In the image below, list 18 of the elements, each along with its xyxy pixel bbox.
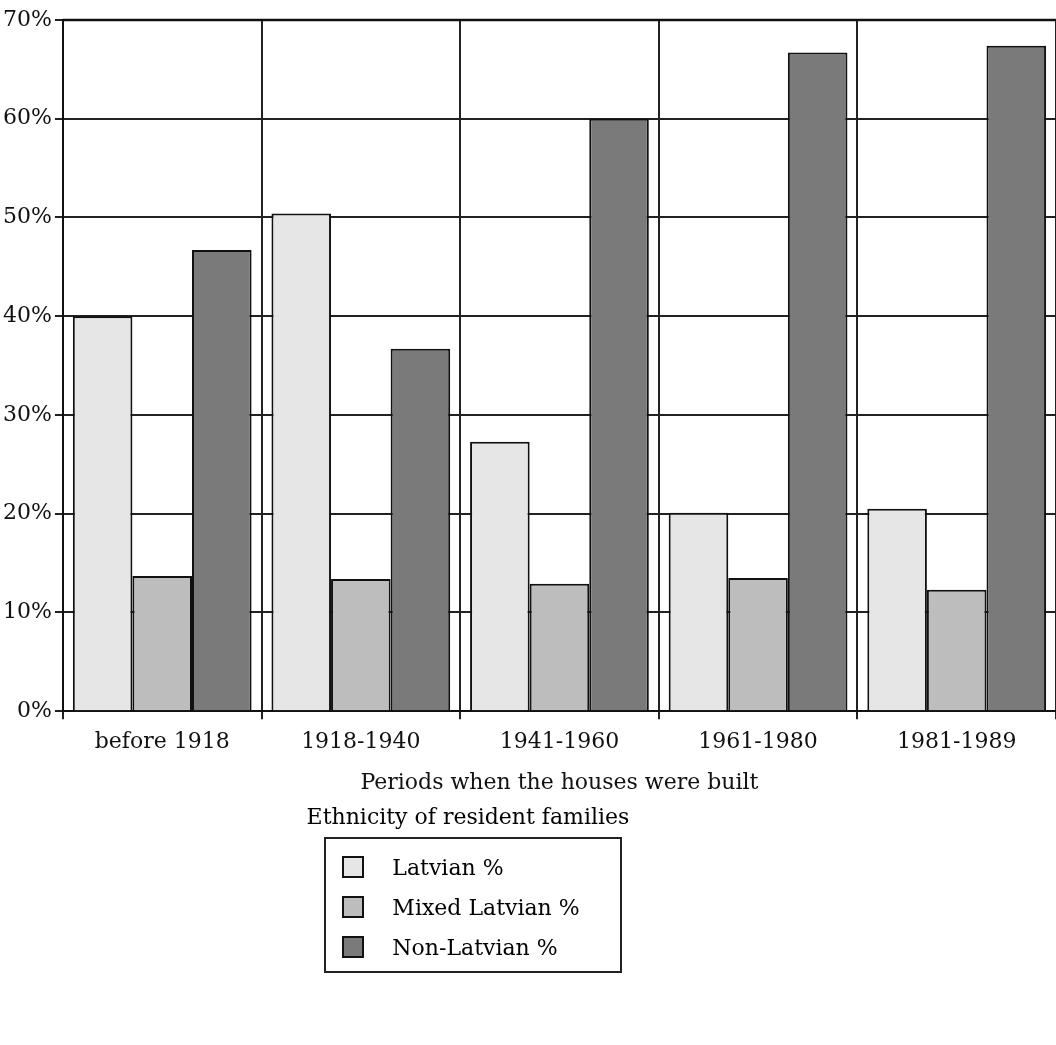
x-tick-label: before 1918 [94,728,230,754]
x-tick-label: 1981-1989 [896,728,1017,754]
legend-label: Latvian % [392,854,504,880]
y-tick-label: 10% [2,598,52,624]
y-tick-label: 0% [16,696,52,722]
y-tick-label: 30% [2,400,52,426]
x-tick-label: 1918-1940 [301,728,421,754]
legend-label: Non-Latvian % [392,934,558,960]
x-axis-title: Periods when the houses were built [360,768,759,794]
y-tick-label: 50% [2,203,52,229]
y-tick-label: 40% [2,301,52,327]
y-tick-label: 70% [2,5,52,31]
x-tick-label: 1941-1960 [499,728,620,754]
x-tick-label: 1961-1980 [698,728,818,754]
legend-label: Mixed Latvian % [392,894,580,920]
y-tick-label: 20% [2,499,52,525]
y-tick-label: 60% [2,104,52,130]
legend-title: Ethnicity of resident families [306,804,630,829]
